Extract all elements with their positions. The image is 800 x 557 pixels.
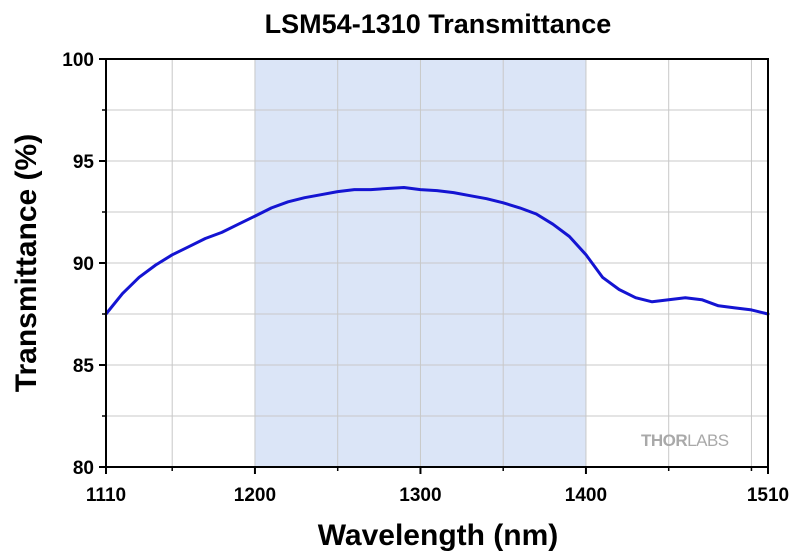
y-tick-label: 80 [73,458,94,479]
y-tick-label: 95 [73,152,95,173]
x-tick-label: 1300 [399,485,441,506]
x-tick-label: 1510 [747,485,789,506]
x-tick-label: 1400 [565,485,607,506]
tick-labels: 80 85 90 95 100 1110 1200 1300 1400 1510 [62,50,789,506]
watermark-part2: LABS [687,431,729,450]
y-axis-label: Transmittance (%) [10,134,43,392]
chart-title: LSM54-1310 Transmittance [265,9,612,39]
gridlines [106,59,768,467]
axis-ticks [99,58,769,474]
watermark-part1: THOR [641,431,687,450]
series-line [104,186,770,316]
x-axis-label: Wavelength (nm) [318,519,559,552]
y-tick-label: 100 [62,50,94,71]
y-tick-label: 85 [73,356,95,377]
x-tick-label: 1200 [234,485,276,506]
plot-area: 80 85 90 95 100 1110 1200 1300 1400 1510 [62,50,789,506]
x-tick-label: 1110 [86,485,126,506]
y-tick-label: 90 [73,254,94,275]
watermark-logo: THORLABS [641,431,729,450]
